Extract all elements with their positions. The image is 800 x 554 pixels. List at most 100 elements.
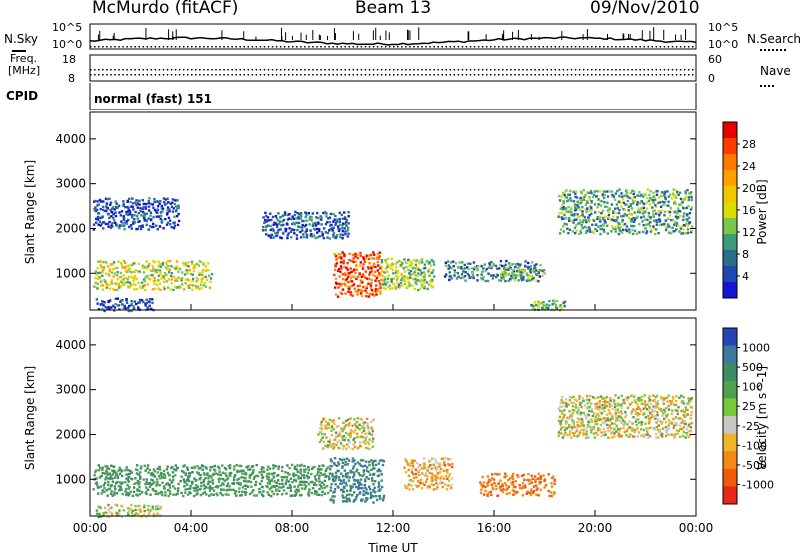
velocity-cell <box>108 507 112 510</box>
power-cell <box>631 199 635 202</box>
velocity-cell <box>538 482 541 485</box>
velocity-cell <box>371 479 374 482</box>
power-cell <box>159 217 162 220</box>
power-cell <box>147 217 150 220</box>
power-cell <box>365 285 368 288</box>
freq-dot <box>691 69 694 71</box>
velocity-cell <box>578 397 581 400</box>
velocity-cell <box>421 472 424 475</box>
nsearch-dot <box>558 46 561 48</box>
power-cell <box>422 281 425 284</box>
power-cell <box>198 273 201 276</box>
power-cell <box>121 303 124 306</box>
power-cell <box>342 261 345 265</box>
velocity-cell <box>634 409 637 413</box>
power-cell <box>339 235 342 239</box>
velocity-cell <box>315 483 318 487</box>
nave-dot <box>368 74 371 76</box>
velocity-cell <box>292 472 295 475</box>
velocity-cell <box>342 490 346 493</box>
velocity-cell <box>248 492 252 496</box>
velocity-cell <box>99 515 103 518</box>
velocity-cell <box>359 459 363 462</box>
power-cell <box>271 227 274 231</box>
velocity-cell <box>328 472 332 475</box>
velocity-cell <box>105 469 108 473</box>
velocity-cell <box>576 412 580 415</box>
velocity-cell <box>582 399 585 402</box>
power-cell <box>642 230 645 234</box>
nave-dot <box>203 74 205 76</box>
velocity-cell <box>336 485 339 488</box>
power-cell <box>115 224 118 227</box>
freq-dot <box>110 69 112 71</box>
power-cell <box>332 235 335 239</box>
velocity-cell <box>300 493 303 497</box>
velocity-cell <box>348 422 351 425</box>
power-cell <box>652 191 655 194</box>
velocity-cell <box>125 466 128 469</box>
nave-dot <box>582 74 585 76</box>
power-cell <box>137 211 140 215</box>
power-cell <box>168 268 171 271</box>
velocity-cell <box>603 433 606 437</box>
velocity-cell <box>114 488 117 491</box>
power-cell <box>562 225 565 228</box>
nsearch-dot <box>243 46 246 48</box>
power-cell <box>427 270 430 273</box>
power-cell <box>535 273 539 277</box>
velocity-cell <box>430 483 433 486</box>
nsearch-dot <box>114 46 116 48</box>
power-cell <box>277 228 280 232</box>
velocity-cell <box>442 469 445 473</box>
power-cell <box>653 232 657 236</box>
power-cell <box>628 228 631 231</box>
velocity-cell <box>368 488 372 491</box>
power-cell <box>382 286 385 290</box>
velocity-cell <box>113 476 116 479</box>
velocity-cell <box>417 473 421 476</box>
velocity-cell <box>341 466 344 469</box>
power-cell <box>682 228 685 231</box>
power-cell <box>587 220 590 223</box>
power-cell <box>632 216 635 220</box>
nave-dot <box>453 74 456 76</box>
velocity-cell <box>136 512 140 516</box>
nave-dot <box>494 74 496 76</box>
velocity-cell <box>598 400 601 403</box>
x-tick-label: 20:00 <box>578 521 613 535</box>
power-cell <box>502 278 505 281</box>
power-cell <box>136 206 139 209</box>
nave-dot <box>279 74 282 76</box>
velocity-cell <box>299 469 302 472</box>
velocity-cell <box>646 427 649 430</box>
power-cell <box>353 287 356 290</box>
power-cell <box>121 266 124 269</box>
velocity-cell <box>326 491 330 495</box>
freq-label-2: [MHz] <box>8 64 41 77</box>
power-cell <box>201 276 205 280</box>
velocity-cell <box>199 474 202 477</box>
power-cell <box>129 200 132 204</box>
velocity-cell <box>368 463 371 467</box>
power-cell <box>302 233 305 236</box>
velocity-cell <box>307 483 311 486</box>
velocity-cell <box>204 485 207 488</box>
power-cell <box>125 301 129 304</box>
velocity-cell <box>570 396 574 399</box>
power-cell <box>413 271 416 274</box>
power-cell <box>109 208 112 212</box>
velocity-cell <box>159 477 162 480</box>
power-cell <box>269 236 272 239</box>
power-cell <box>339 265 343 268</box>
power-cell <box>274 215 278 218</box>
nave-dot <box>380 74 383 76</box>
velocity-cell <box>214 469 217 472</box>
power-cell <box>361 273 365 276</box>
nsearch-dot <box>461 46 464 48</box>
power-cell <box>98 220 101 223</box>
nsearch-dot <box>473 46 476 48</box>
nave-dot <box>425 74 427 76</box>
power-cell <box>360 275 363 278</box>
power-cell <box>414 278 417 281</box>
